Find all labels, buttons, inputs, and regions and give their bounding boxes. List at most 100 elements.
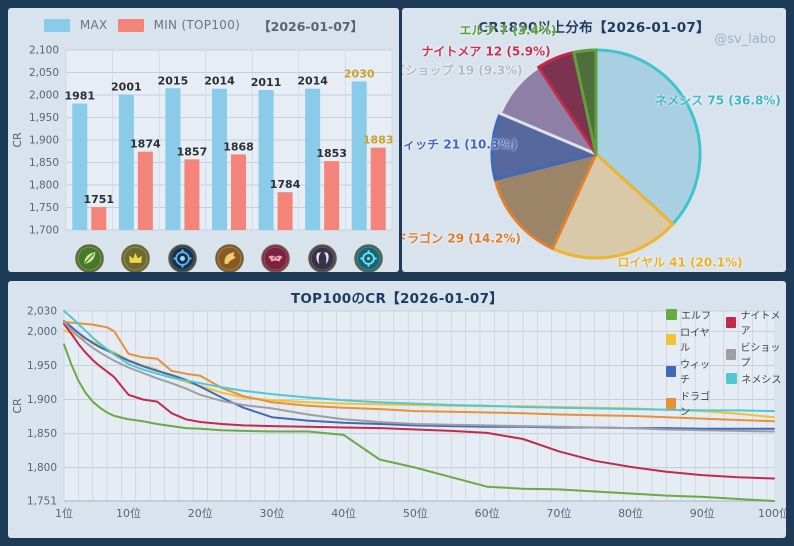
pie-slice-ネメシス bbox=[594, 48, 702, 226]
pie-slice-ロイヤル bbox=[551, 152, 675, 260]
cr-distribution-pie-panel: CR1890以上分布【2026-01-07】 @sv_labo ネメシス 75 … bbox=[402, 8, 786, 272]
legend-label: ロイヤル bbox=[680, 328, 710, 354]
line-y-tick-label: 1,850 bbox=[27, 428, 57, 440]
bar-max-ナイトメア bbox=[258, 90, 274, 230]
max-legend-label: MAX bbox=[79, 18, 108, 32]
nemesis-class-icon bbox=[345, 243, 392, 272]
class-icon-row bbox=[66, 240, 392, 272]
legend-column: エルフロイヤル ウィッチドラゴン bbox=[666, 307, 716, 418]
legend-item-ロイヤル: ロイヤル bbox=[666, 324, 716, 354]
legend-label: ドラゴン bbox=[680, 392, 711, 418]
legend-label: ナイトメア bbox=[740, 311, 781, 337]
bar-y-tick-label: 2,050 bbox=[29, 67, 59, 79]
pie-label-ネメシス: ネメシス 75 (36.8%) bbox=[655, 93, 781, 108]
elf-class-icon bbox=[66, 243, 113, 272]
bar-y-axis-label: CR bbox=[11, 132, 24, 148]
dragon-icon bbox=[214, 243, 244, 272]
bar-chart-date-label: 【2026-01-07】 bbox=[258, 18, 364, 34]
line-series-ドラゴン bbox=[63, 320, 775, 423]
royal-class-icon bbox=[113, 243, 160, 272]
bar-max-value-label: 2014 bbox=[297, 75, 328, 88]
legend-item-ドラゴン: ドラゴン bbox=[666, 388, 716, 418]
line-series-ネメシス bbox=[63, 310, 775, 413]
bar-max-value-label: 2030 bbox=[344, 68, 375, 81]
line-x-tick-label: 80位 bbox=[618, 506, 643, 520]
legend-swatch bbox=[726, 373, 738, 384]
witch-class-icon bbox=[159, 243, 206, 272]
bar-min-エルフ bbox=[91, 207, 107, 230]
legend-item-ビショップ: ビショップ bbox=[726, 339, 786, 369]
nightmare-class-icon bbox=[252, 243, 299, 272]
line-x-tick-label: 90位 bbox=[690, 506, 715, 520]
legend-label: ネメシス bbox=[741, 375, 782, 386]
line-x-tick-label: 1位 bbox=[55, 506, 73, 520]
legend-swatch bbox=[666, 365, 677, 377]
pie-label-ロイヤル: ロイヤル 41 (20.1%) bbox=[617, 255, 743, 270]
line-series-エルフ bbox=[63, 343, 775, 502]
legend-label: エルフ bbox=[681, 311, 711, 322]
bar-max-ビショップ bbox=[305, 88, 321, 230]
pie-label-ビショップ: ビショップ 19 (9.3%) bbox=[402, 63, 523, 78]
max-min-bar-panel: MAX MIN (TOP100) 【2026-01-07】 2,100 2,050… bbox=[8, 8, 399, 272]
line-y-tick-label: 1,900 bbox=[27, 394, 57, 406]
legend-swatch bbox=[666, 333, 677, 345]
legend-column: ナイトメアビショップネメシス bbox=[726, 307, 786, 418]
bar-y-tick-label: 1,800 bbox=[29, 180, 59, 192]
bar-min-value-label: 1857 bbox=[177, 145, 208, 158]
line-x-tick-label: 60位 bbox=[475, 506, 500, 520]
bar-min-ウィッチ bbox=[184, 159, 200, 230]
legend-swatch bbox=[666, 397, 677, 409]
bar-max-エルフ bbox=[72, 103, 88, 230]
bishop-class-icon bbox=[299, 243, 346, 272]
line-y-tick-label: 2,030 bbox=[27, 306, 57, 318]
bar-y-tick-label: 2,100 bbox=[29, 45, 59, 57]
bar-min-value-label: 1874 bbox=[130, 138, 161, 151]
legend-label: ビショップ bbox=[740, 343, 781, 369]
line-y-tick-label: 1,800 bbox=[27, 462, 57, 474]
bar-max-ウィッチ bbox=[165, 88, 181, 230]
max-legend-swatch bbox=[43, 18, 70, 32]
pie-slice-ドラゴン bbox=[493, 152, 598, 250]
line-x-tick-label: 70位 bbox=[546, 506, 571, 520]
line-series-ナイトメア bbox=[63, 322, 775, 480]
pie-label-エルフ: エルフ 7 (3.4%) bbox=[459, 23, 557, 38]
elf-icon bbox=[74, 243, 104, 272]
bar-y-tick-label: 1,750 bbox=[29, 202, 59, 214]
legend-swatch bbox=[726, 316, 737, 328]
line-x-tick-label: 20位 bbox=[188, 506, 213, 520]
bar-chart-legend: MAX MIN (TOP100) 【2026-01-07】 bbox=[8, 8, 399, 38]
legend-swatch bbox=[666, 309, 677, 320]
legend-item-エルフ: エルフ bbox=[666, 307, 716, 322]
min-legend-label: MIN (TOP100) bbox=[153, 18, 241, 32]
top100-cr-line-panel: TOP100のCR【2026-01-07】 2,030 2,000 1,950 1,9… bbox=[8, 281, 786, 538]
bar-max-value-label: 2011 bbox=[251, 76, 282, 89]
bar-y-tick-label: 1,950 bbox=[29, 112, 59, 124]
watermark: @sv_labo bbox=[714, 32, 776, 47]
bar-max-value-label: 2001 bbox=[111, 81, 142, 94]
line-y-axis-label: CR bbox=[11, 398, 24, 414]
bar-min-value-label: 1784 bbox=[270, 178, 301, 191]
pie-label-ドラゴン: ドラゴン 29 (14.2%) bbox=[402, 231, 521, 246]
bar-max-ドラゴン bbox=[212, 88, 227, 230]
bar-min-ドラゴン bbox=[231, 154, 246, 230]
line-x-tick-label: 100位 bbox=[758, 506, 786, 520]
bar-min-ネメシス bbox=[370, 147, 386, 230]
bar-max-value-label: 2015 bbox=[158, 74, 189, 87]
bar-min-ナイトメア bbox=[277, 192, 293, 230]
bar-min-value-label: 1868 bbox=[223, 140, 254, 153]
bar-max-ロイヤル bbox=[118, 94, 134, 230]
bishop-icon bbox=[307, 243, 337, 272]
line-y-tick-label: 2,000 bbox=[27, 326, 57, 338]
legend-item-ウィッチ: ウィッチ bbox=[666, 356, 716, 386]
line-chart-title: TOP100のCR【2026-01-07】 bbox=[290, 291, 504, 307]
bar-min-value-label: 1883 bbox=[363, 134, 394, 147]
nemesis-icon bbox=[354, 243, 384, 272]
min-legend-swatch bbox=[117, 18, 144, 32]
pie-label-ナイトメア: ナイトメア 12 (5.9%) bbox=[421, 44, 551, 59]
line-x-tick-label: 50位 bbox=[403, 506, 428, 520]
royal-icon bbox=[121, 243, 151, 272]
bar-y-tick-label: 2,000 bbox=[29, 90, 59, 102]
pie-slice-エルフ bbox=[572, 48, 598, 156]
bar-min-ビショップ bbox=[324, 161, 340, 230]
